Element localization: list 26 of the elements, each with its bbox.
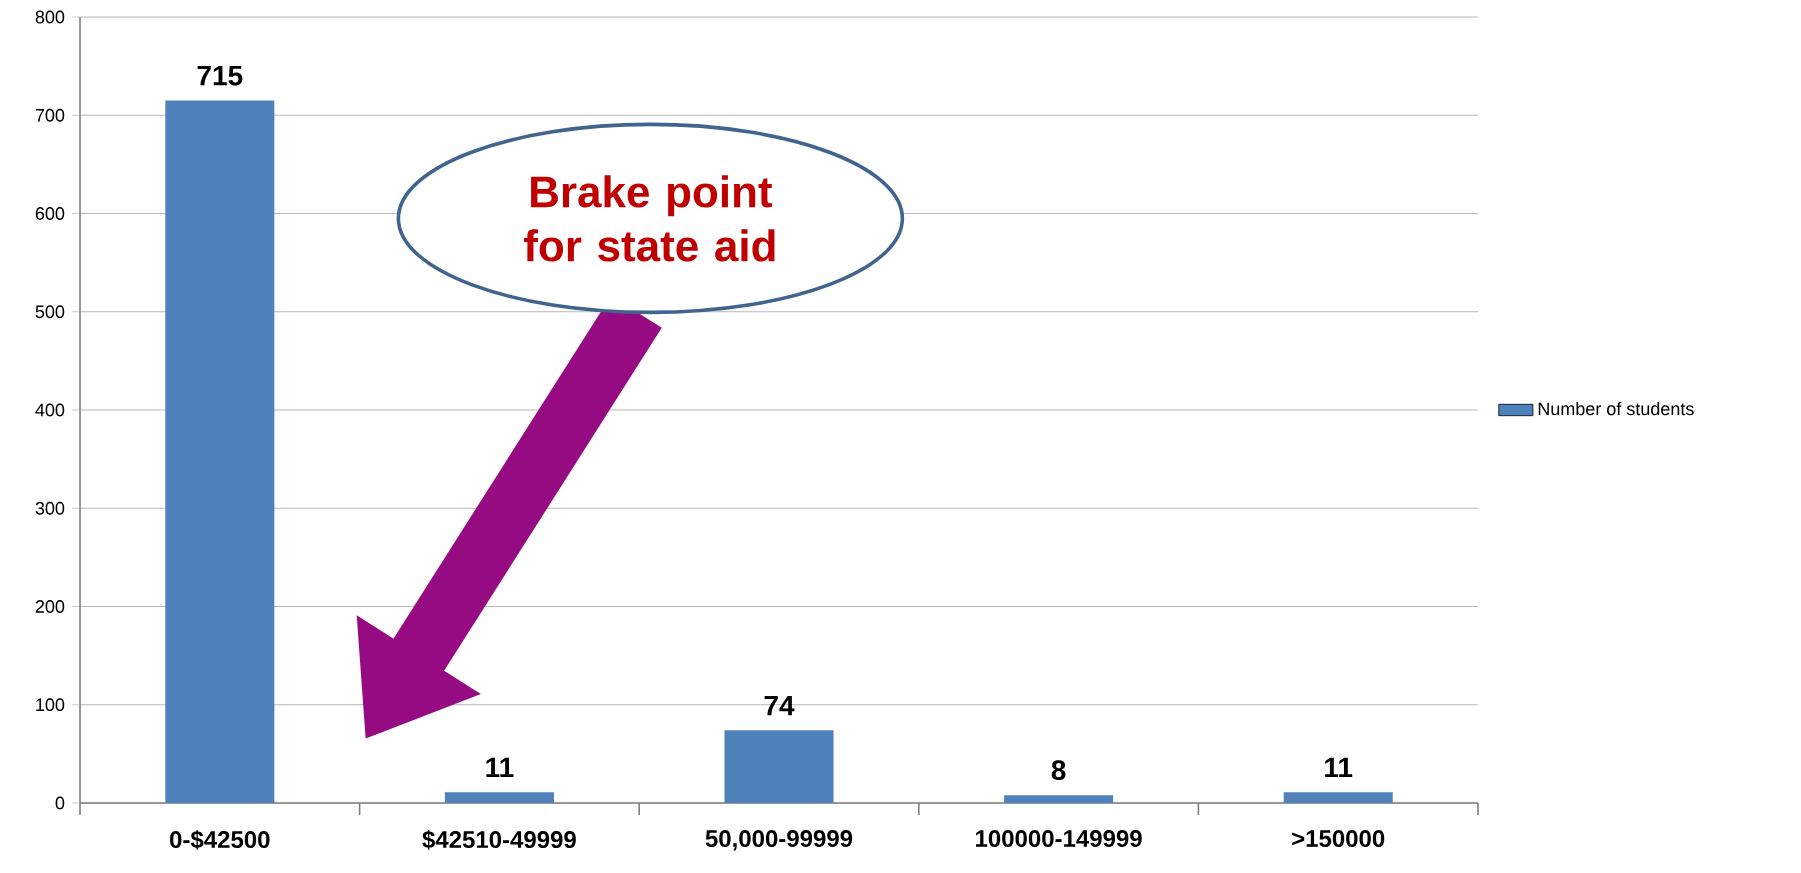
x-tick-label: >150000: [1292, 830, 1385, 848]
data-label: 715: [197, 65, 243, 86]
x-tick-label: 50,000-99999: [705, 830, 853, 851]
bar: [1283, 792, 1393, 803]
x-tick-label: 100000-149999: [976, 830, 1142, 848]
y-tick-label: 400: [35, 403, 65, 417]
data-label: 11: [1325, 757, 1353, 778]
annotation: Brake point for state aid: [524, 175, 775, 262]
y-tick-label: 300: [35, 501, 65, 515]
data-label: 11: [486, 757, 514, 778]
data-label: 74: [764, 695, 795, 716]
bar: [444, 792, 554, 803]
y-tick-label: 700: [35, 108, 65, 122]
x-tick-label: 0-$42500: [170, 830, 270, 850]
y-tick-label: 200: [35, 600, 65, 613]
bar: [724, 730, 834, 803]
y-tick-label: 600: [35, 207, 65, 220]
bar: [1004, 795, 1114, 803]
bar: [165, 100, 275, 803]
y-tick-label: 800: [35, 10, 65, 24]
x-tick-label: $42510-49999: [422, 830, 576, 850]
y-tick-label: 0: [55, 796, 65, 810]
legend-label: Number of students: [1538, 401, 1694, 416]
y-tick-label: 500: [35, 305, 65, 319]
y-tick-label: 100: [36, 698, 65, 712]
data-label: 8: [1051, 760, 1066, 781]
